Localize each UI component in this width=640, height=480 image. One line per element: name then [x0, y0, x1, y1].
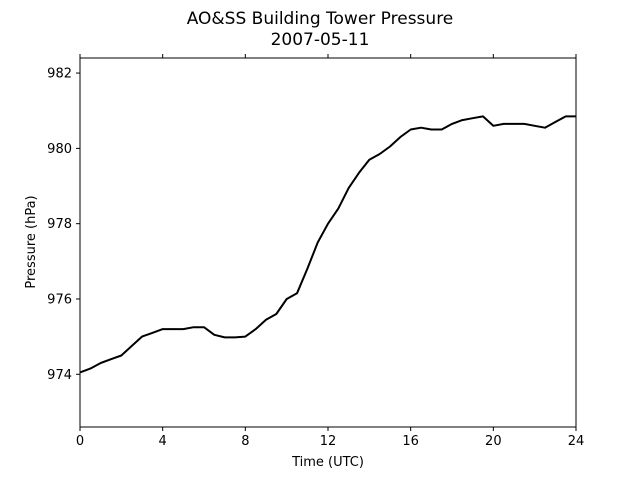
x-tick-label: 24 [568, 434, 585, 449]
y-tick-label: 974 [47, 368, 72, 383]
x-tick-label: 0 [76, 434, 84, 449]
plot-frame [79, 57, 577, 428]
x-tick-label: 20 [485, 434, 502, 449]
y-axis-label: Pressure (hPa) [24, 195, 39, 288]
y-tick-label: 976 [47, 292, 72, 307]
x-axis: 0 4 8 12 16 20 24 [76, 54, 584, 449]
y-axis: 974 976 978 980 982 [47, 67, 80, 383]
y-tick-label: 982 [47, 67, 72, 82]
chart-subtitle: 2007-05-11 [271, 30, 370, 50]
x-axis-label: Time (UTC) [291, 455, 364, 470]
y-tick-label: 980 [47, 142, 72, 157]
x-tick-label: 8 [241, 434, 249, 449]
x-tick-label: 16 [402, 434, 419, 449]
y-tick-label: 978 [47, 217, 72, 232]
x-tick-label: 4 [159, 434, 167, 449]
pressure-series-line [79, 115, 576, 374]
x-tick-label: 12 [320, 434, 337, 449]
chart-title: AO&SS Building Tower Pressure [187, 9, 454, 29]
